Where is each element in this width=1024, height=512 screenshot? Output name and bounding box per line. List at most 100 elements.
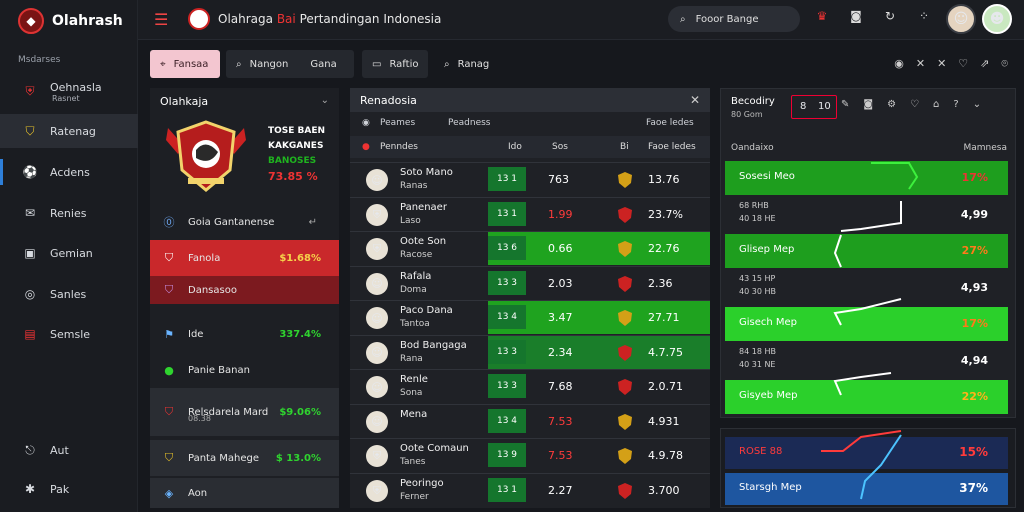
list-item[interactable]: ⛉ Dansasoo — [150, 276, 339, 304]
score-badge[interactable]: 13 4 — [488, 305, 526, 329]
market-detail: 43 15 HP — [739, 273, 776, 283]
table-row[interactable]: ☺ Bod Bangaga Rana 13 3 2.34 4.7.75 — [350, 334, 710, 369]
score-badge[interactable]: 13 1 — [488, 201, 526, 226]
player-name: Peoringo — [400, 477, 444, 489]
sidebar-section-label: Msdarses — [18, 55, 61, 65]
table-row[interactable]: ☺ Paco Dana Tantoa 13 4 3.47 27.71 — [350, 300, 710, 334]
odds-value[interactable]: 7.68 — [548, 380, 573, 393]
menu-icon[interactable]: ☰ — [154, 10, 169, 29]
sidebar-item-pak[interactable]: ✱ Pak — [0, 472, 138, 506]
table-row[interactable]: ☺ Soto Mano Ranas 13 1 763 13.76 — [350, 162, 710, 196]
table-row[interactable]: ⛨ Oote Son Racose 13 6 0.66 22.76 — [350, 231, 710, 265]
score-badge[interactable]: 13 3 — [488, 374, 526, 398]
odds-value[interactable]: 763 — [548, 173, 569, 186]
list-item[interactable]: ⛉ Fanola $1.68% — [150, 240, 339, 276]
player-sub: Ranas — [400, 181, 428, 191]
help-icon[interactable]: ? — [953, 99, 959, 110]
odds-value[interactable]: 1.99 — [548, 207, 573, 221]
odds-value[interactable]: 2.34 — [548, 345, 573, 359]
odds-row[interactable]: Gisech Mep 17% — [725, 307, 1008, 341]
avatar[interactable]: ☺ — [946, 4, 976, 34]
table-row[interactable]: ☺ Renle Sona 13 3 7.68 2.0.71 — [350, 369, 710, 403]
odds-value[interactable]: 2.27 — [548, 483, 573, 497]
sidebar-item-semsle[interactable]: ▤ Semsle — [0, 317, 138, 351]
score-badge[interactable]: 13 6 — [488, 236, 526, 260]
highlight-value: 37% — [959, 481, 988, 495]
highlight-row[interactable]: ROSE 88 15% — [725, 437, 1008, 469]
sidebar-item-renies[interactable]: ✉ Renies — [0, 196, 138, 230]
score-badge[interactable]: 13 1 — [488, 477, 526, 502]
odds-row[interactable]: 84 18 HB 40 31 NE 4,94 — [725, 344, 1008, 378]
sidebar-item-sanles[interactable]: ◎ Sanles — [0, 277, 138, 311]
info-icon: ⓪ — [163, 216, 175, 229]
list-item[interactable]: ◈ Aon — [150, 478, 339, 508]
percentage-value: 2.36 — [648, 276, 673, 290]
target-icon[interactable]: ◉ — [894, 57, 904, 70]
table-row[interactable]: ☺ Mena 13 4 7.53 4.931 — [350, 403, 710, 438]
selected-filter-box[interactable]: 8 10 — [791, 95, 837, 119]
odds-value[interactable]: 3.47 — [548, 311, 573, 324]
sidebar-item-acdens[interactable]: ⚽ Acdens — [0, 155, 138, 189]
chevron-down-icon[interactable]: ⌄ — [972, 99, 982, 110]
odds-row[interactable]: 43 15 HP 40 30 HB 4,93 — [725, 271, 1008, 305]
score-badge[interactable]: 13 1 — [488, 167, 526, 191]
odds-value[interactable]: 2.03 — [548, 276, 573, 290]
shield-icon — [618, 172, 632, 188]
list-item[interactable]: ⛉ Panta Mahege $ 13.0% — [150, 440, 339, 476]
table-row[interactable]: ⛨ Peoringo Ferner 13 1 2.27 3.700 — [350, 472, 710, 507]
settings-icon[interactable]: ⚙ — [887, 99, 897, 110]
list-item[interactable]: ● Panie Banan — [150, 352, 339, 388]
search-input[interactable]: ⌕ Fooor Bange — [668, 6, 800, 32]
sidebar-item-aut[interactable]: ⎋ Aut — [0, 433, 138, 467]
sidebar-item-ratenag[interactable]: ⛉ Ratenag — [0, 114, 138, 148]
filter-button-raftio[interactable]: ▭ Raftio — [362, 50, 428, 78]
odds-row[interactable]: Sosesi Meo 17% — [725, 161, 1008, 195]
heart-icon[interactable]: ♡ — [910, 99, 920, 110]
person-icon: ☺ — [366, 410, 388, 433]
cart-icon[interactable]: ⌾ — [1001, 57, 1008, 70]
trophy-icon[interactable]: ♛ — [816, 9, 828, 23]
odds-value[interactable]: 0.66 — [548, 242, 573, 255]
edit-icon[interactable]: ✎ — [841, 99, 850, 110]
sidebar-item-club[interactable]: ⛨ Oehnasla Rasnet — [0, 74, 138, 108]
avatar-secondary[interactable]: ☻ — [982, 4, 1012, 34]
heart-icon[interactable]: ♡ — [958, 57, 969, 70]
share-icon[interactable]: ⇗ — [980, 57, 990, 70]
highlight-value: 15% — [959, 445, 988, 459]
brand[interactable]: ◆ Olahrash — [18, 8, 123, 34]
odds-value[interactable]: 7.53 — [548, 414, 573, 428]
sidebar-item-label: Aut — [50, 443, 69, 457]
apps-icon[interactable]: ⁘ — [918, 9, 930, 23]
score-badge[interactable]: 13 9 — [488, 443, 526, 467]
lock-icon[interactable]: ⌂ — [933, 99, 940, 110]
odds-value[interactable]: 7.53 — [548, 449, 573, 462]
return-icon[interactable]: ↵ — [308, 216, 317, 228]
filter-button-nangon[interactable]: ⌕ Nangon Gana — [226, 50, 354, 78]
close-icon[interactable]: ✕ — [689, 93, 700, 107]
odds-row[interactable]: Glisep Mep 27% — [725, 234, 1008, 268]
sidebar-item-sub: Rasnet — [52, 94, 80, 103]
score-badge[interactable]: 13 4 — [488, 408, 526, 433]
market-value: 4,93 — [960, 280, 988, 294]
close-icon[interactable]: ✕ — [937, 57, 947, 70]
camera-icon[interactable]: ◙ — [863, 99, 874, 110]
filter-button-ranag[interactable]: ⌕ Ranag — [444, 58, 490, 70]
table-row[interactable]: ⛨ Oote Comaun Tanes 13 9 7.53 4.9.78 — [350, 438, 710, 472]
list-item[interactable]: ⚑ Ide 337.4% — [150, 316, 339, 352]
list-item[interactable]: ⛉ Relsdarela Mard 08.38 $9.06% — [150, 388, 339, 436]
score-badge[interactable]: 13 3 — [488, 270, 526, 295]
shield-icon — [618, 241, 632, 257]
table-row[interactable]: ⛨ Panenaer Laso 13 1 1.99 23.7% — [350, 196, 710, 231]
refresh-icon[interactable]: ↻ — [884, 9, 896, 23]
odds-row[interactable]: Gisyeb Mep 22% — [725, 380, 1008, 414]
odds-panel-icons: ✎ ◙ ⚙ ♡ ⌂ ? ⌄ — [841, 99, 981, 110]
table-row[interactable]: ☺ Rafala Doma 13 3 2.03 2.36 — [350, 265, 710, 300]
score-badge[interactable]: 13 3 — [488, 339, 526, 364]
camera-icon[interactable]: ◙ — [850, 9, 862, 23]
sidebar-item-label: Sanles — [50, 287, 87, 301]
close-icon[interactable]: ✕ — [915, 57, 926, 70]
sidebar-item-gemian[interactable]: ▣ Gemian — [0, 236, 138, 270]
filter-button-fansaa[interactable]: ⌖ Fansaa — [150, 50, 220, 78]
odds-row[interactable]: 68 RHB 40 18 HE 4,99 — [725, 198, 1008, 232]
chevron-down-icon[interactable]: ⌄ — [320, 95, 329, 106]
